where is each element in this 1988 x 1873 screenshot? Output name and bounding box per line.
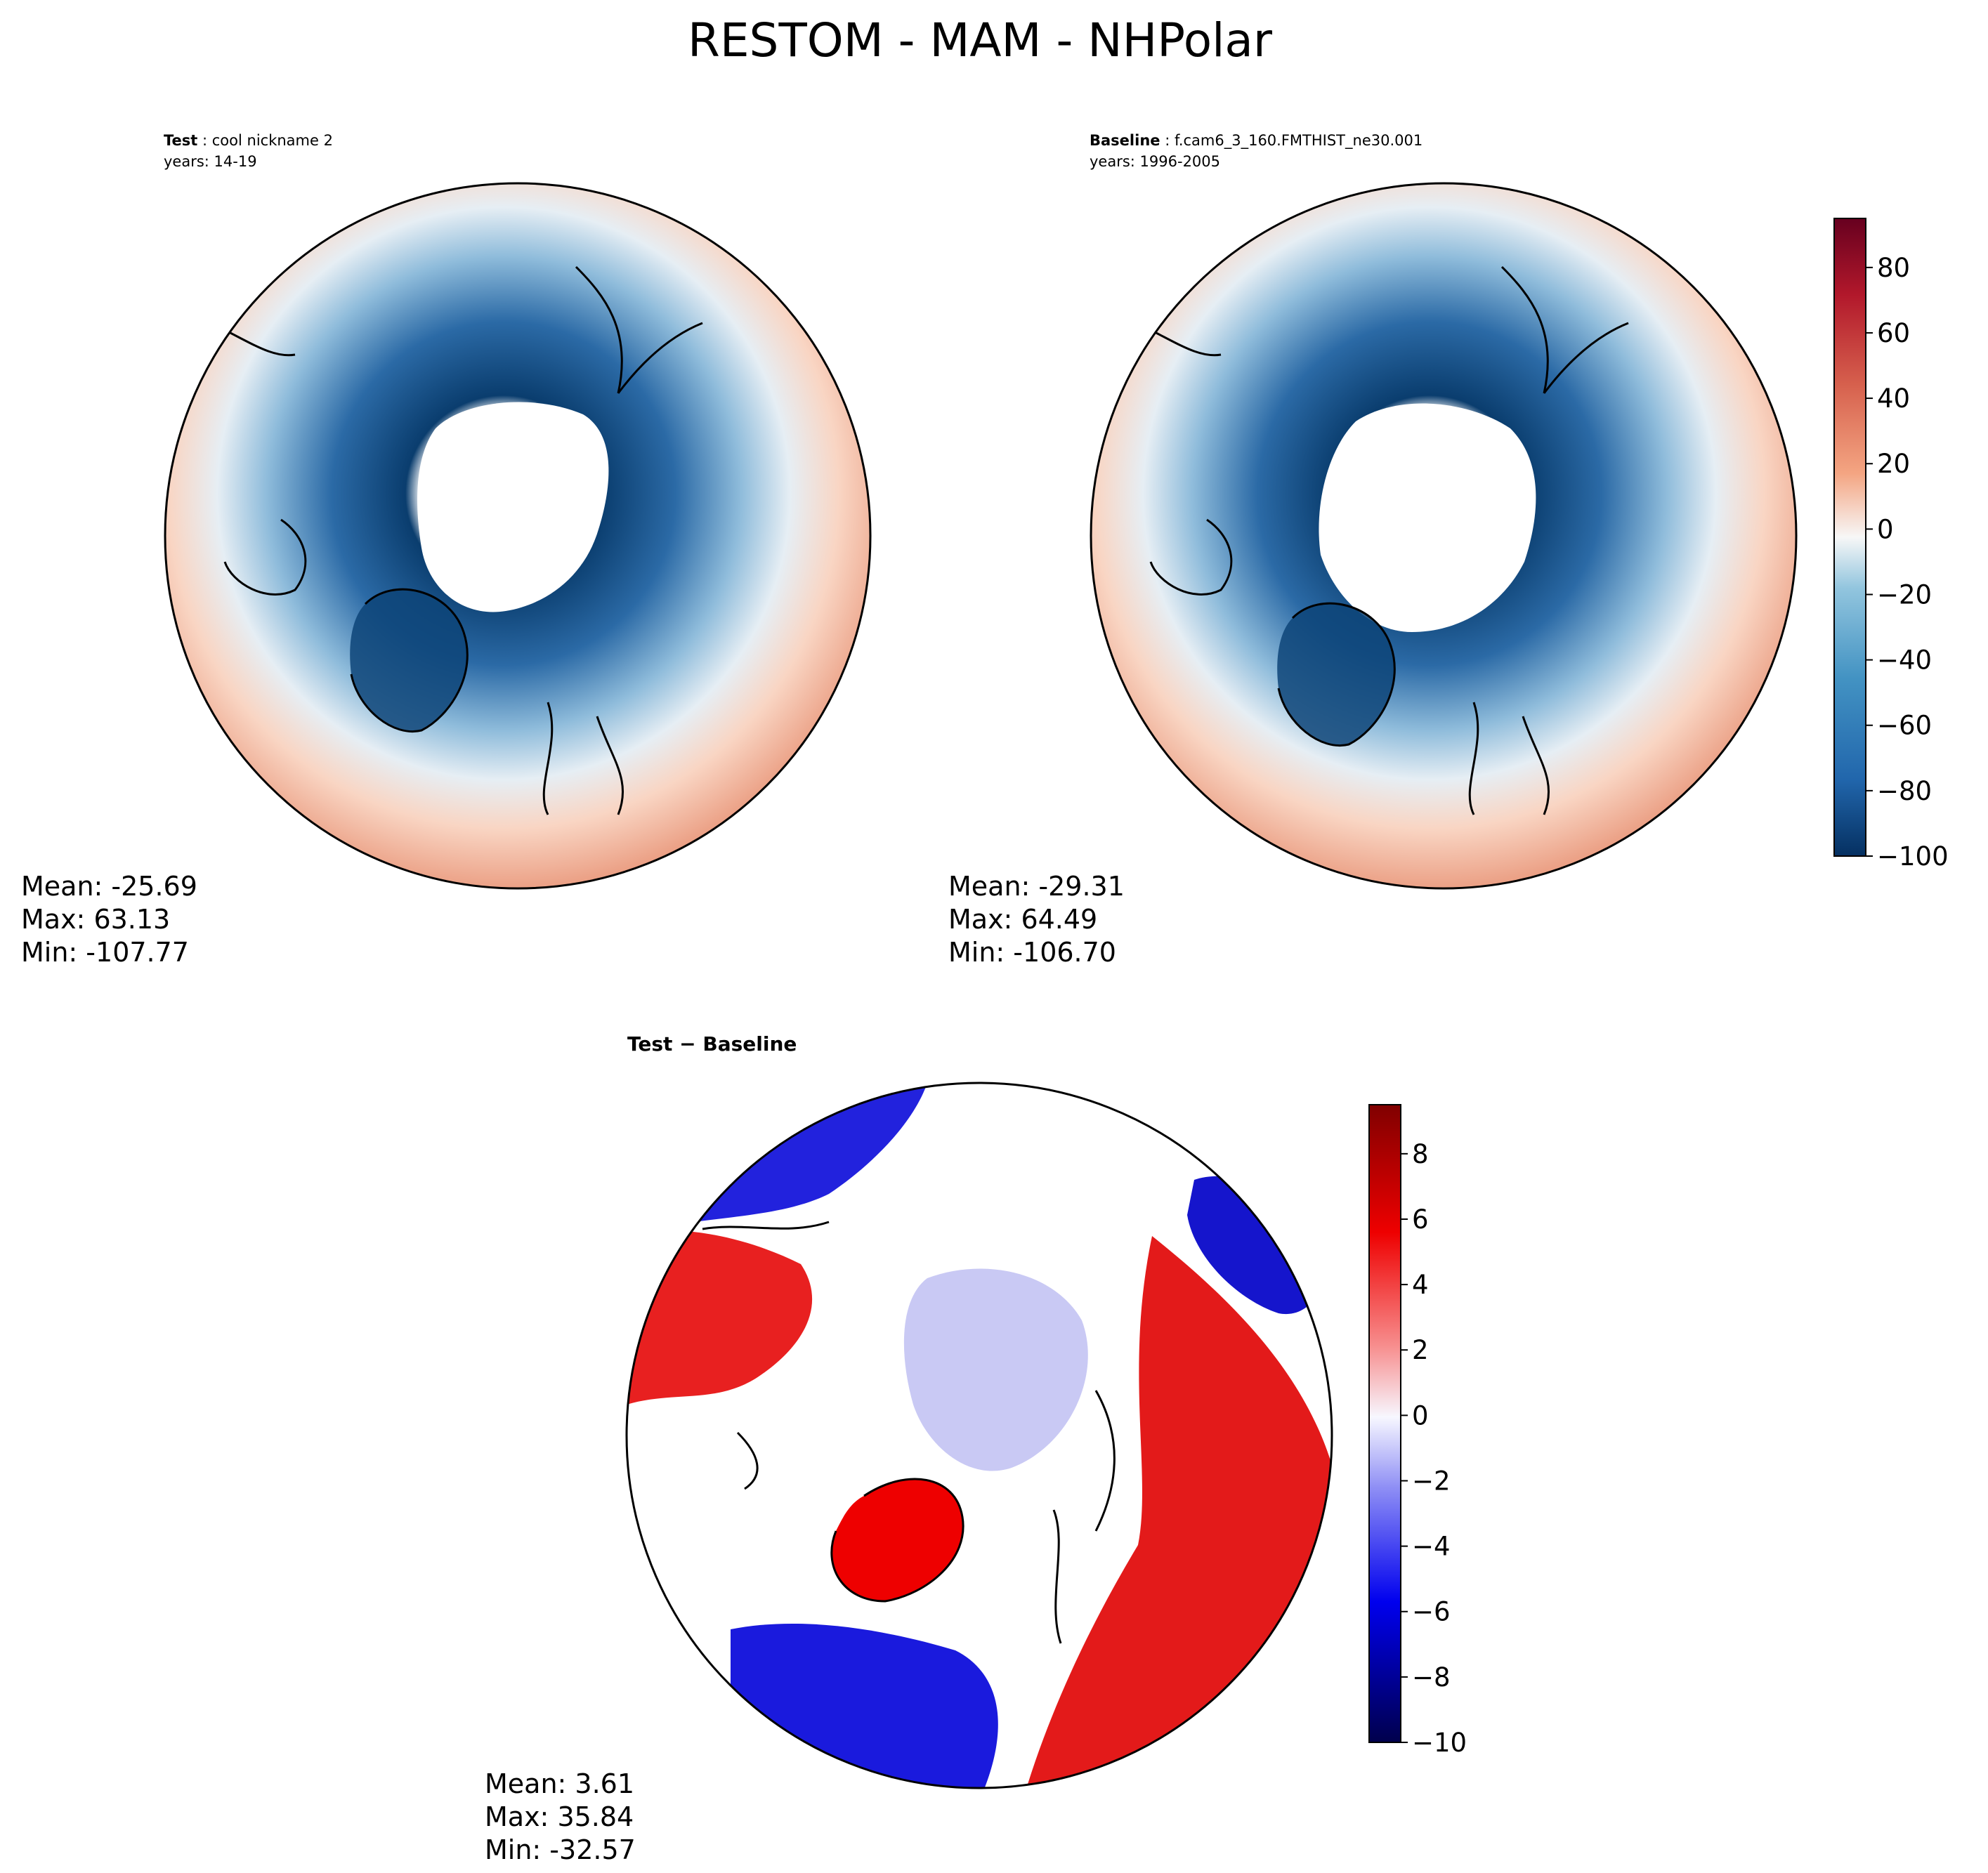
colorbar-main-tick-label: 40 [1877,383,1910,414]
panel-difference-min: Min: -32.57 [485,1834,636,1865]
colorbar-main-tick-label: 60 [1877,318,1910,348]
panel-difference-red-region-greenland [831,1479,964,1601]
colorbar-main-tick-label: −40 [1877,645,1932,676]
panel-test-colon: : [197,132,211,149]
panel-baseline-years: years: 1996-2005 [1090,153,1220,170]
panel-test-header: Test : cool nickname 2 [164,132,333,149]
panel-baseline-label-bold: Baseline [1090,132,1160,149]
panel-baseline-map-border [1090,182,1798,890]
colorbar-main: 80 60 40 20 0 −20 −40 −60 −80 −100 [1833,218,1949,872]
panel-difference-red-region-west [627,1230,813,1405]
panel-test-label-bold: Test [164,132,197,149]
panel-test-min: Min: -107.77 [21,937,189,968]
colorbar-main-tick-label: 80 [1877,253,1910,283]
panel-test-years: years: 14-19 [164,153,257,170]
panel-test-icecap [417,402,609,612]
colorbar-main-bar [1833,218,1866,857]
panel-difference-map-border [625,1082,1333,1789]
panel-difference-max: Max: 35.84 [485,1801,634,1832]
panel-test-landmass-greenland [350,589,468,732]
panel-baseline-header: Baseline : f.cam6_3_160.FMTHIST_ne30.001 [1090,132,1423,150]
panel-baseline-max: Max: 64.49 [948,904,1097,935]
colorbar-main-tick-label: 20 [1877,449,1910,479]
colorbar-diff-tick-label: −6 [1412,1597,1451,1627]
panel-difference-pale-center [903,1268,1088,1471]
colorbar-main-tick-label: 0 [1877,514,1894,544]
panel-baseline-map [1091,183,1796,888]
colorbar-diff: 8 6 4 2 0 −2 −4 −6 −8 −10 [1368,1104,1467,1758]
colorbar-main-tick-label: −60 [1877,711,1932,741]
colorbar-diff-tick-label: 0 [1412,1400,1429,1431]
panel-baseline-colon: : [1160,132,1175,149]
colorbar-diff-tick-label: −8 [1412,1662,1451,1693]
colorbar-main-ticks: 80 60 40 20 0 −20 −40 −60 −80 −100 [1866,253,1949,872]
colorbar-diff-tick-label: −10 [1412,1728,1467,1758]
panel-baseline-landmass-greenland [1277,603,1395,746]
panel-baseline-label-text: f.cam6_3_160.FMTHIST_ne30.001 [1175,132,1423,150]
panel-test-map-border [164,182,872,890]
colorbar-main-tick-label: −100 [1877,841,1949,872]
panel-difference: Test − Baseline Mean: 3.61 Max: 35.84 Mi… [485,1032,1333,1865]
panel-test: Test : cool nickname 2 years: 14-19 Mean… [21,132,872,968]
colorbar-diff-tick-label: 6 [1412,1204,1429,1235]
panel-test-map [165,183,870,888]
panel-test-mean: Mean: -25.69 [21,871,197,902]
figure-title: RESTOM - MAM - NHPolar [688,13,1273,67]
panel-difference-mean: Mean: 3.61 [485,1768,634,1799]
panel-baseline-coastline [1149,265,1629,815]
panel-baseline-icecap [1319,403,1536,632]
colorbar-main-tick-label: −80 [1877,776,1932,806]
panel-baseline-mean: Mean: -29.31 [948,871,1125,902]
panel-test-label-text: cool nickname 2 [212,132,333,149]
panel-baseline-min: Min: -106.70 [948,937,1116,968]
panel-difference-label: Test − Baseline [627,1032,797,1056]
panel-baseline: Baseline : f.cam6_3_160.FMTHIST_ne30.001… [948,132,1798,968]
colorbar-diff-tick-label: 2 [1412,1335,1429,1365]
colorbar-diff-bar [1368,1104,1401,1743]
panel-test-coastline [223,265,703,815]
colorbar-diff-tick-label: 8 [1412,1139,1429,1169]
panel-difference-coastline [702,1221,1116,1644]
colorbar-diff-tick-label: −4 [1412,1532,1451,1562]
colorbar-diff-tick-label: 4 [1412,1270,1429,1300]
colorbar-diff-tick-label: −2 [1412,1466,1451,1496]
colorbar-main-tick-label: −20 [1877,579,1932,610]
panel-test-max: Max: 63.13 [21,904,170,935]
colorbar-diff-ticks: 8 6 4 2 0 −2 −4 −6 −8 −10 [1401,1139,1467,1758]
